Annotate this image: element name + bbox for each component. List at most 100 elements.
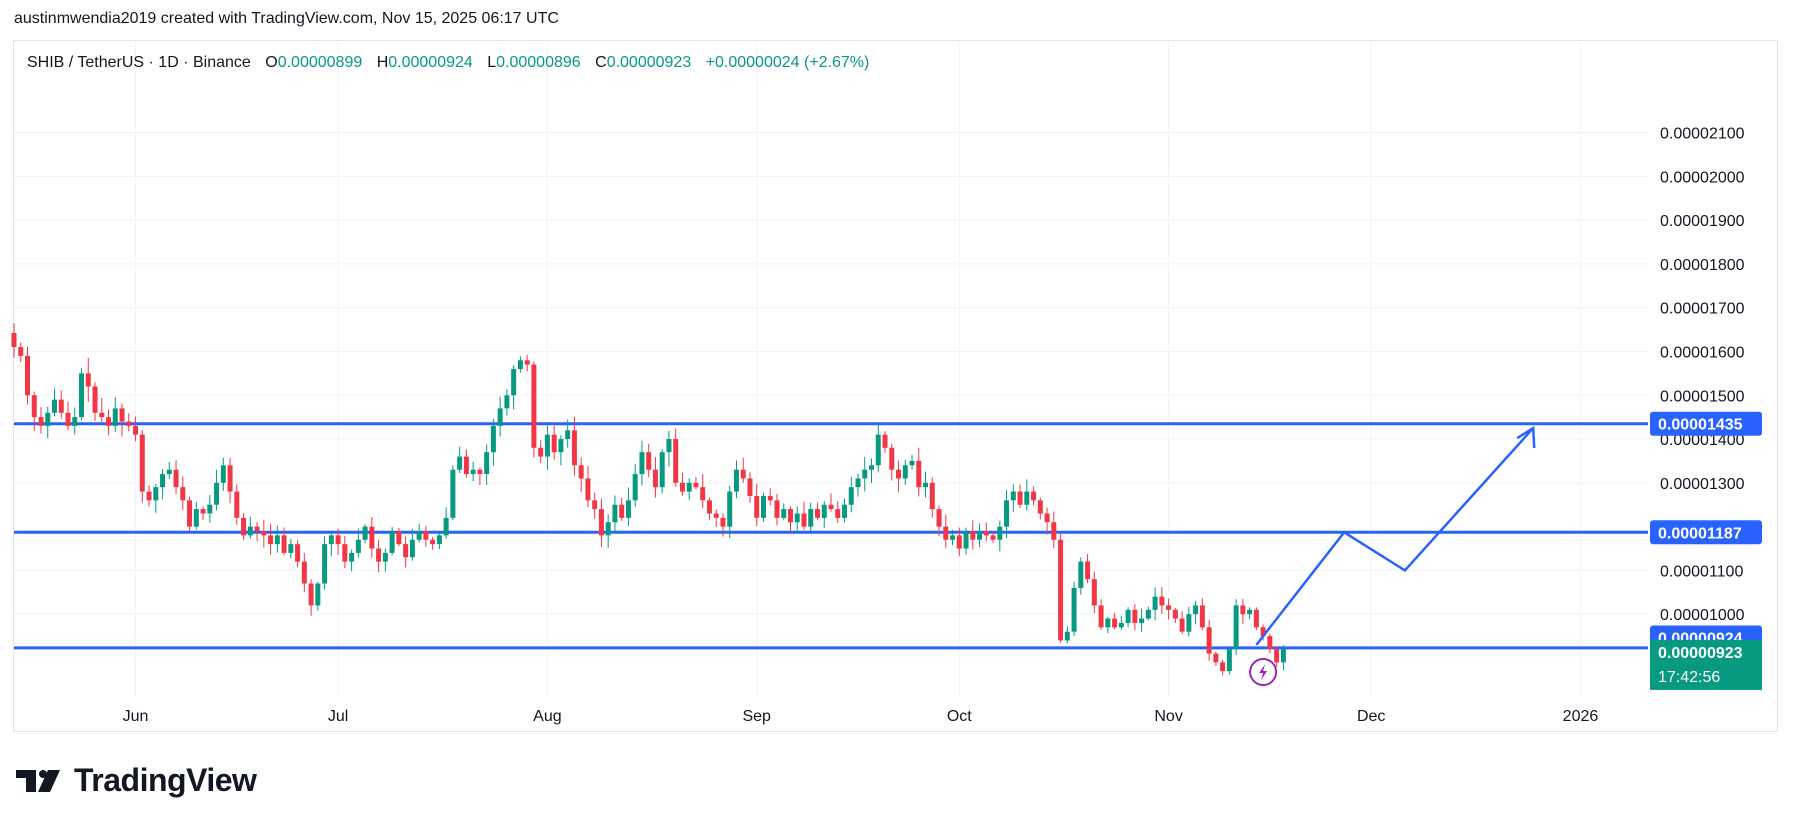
candle-body bbox=[808, 509, 814, 527]
candle-body bbox=[1179, 618, 1185, 632]
horizontal-levels bbox=[14, 422, 1648, 650]
change-value: +0.00000024 (+2.67%) bbox=[705, 54, 870, 71]
candle-body bbox=[504, 395, 510, 409]
candle-body bbox=[315, 583, 321, 606]
projection-path bbox=[1255, 425, 1536, 646]
candle-body bbox=[1260, 627, 1266, 637]
candle-body bbox=[1267, 636, 1273, 650]
tradingview-logo[interactable]: TradingView bbox=[16, 762, 257, 799]
candle-body bbox=[126, 421, 132, 426]
candle-body bbox=[1233, 605, 1239, 650]
candle-body bbox=[828, 504, 834, 510]
candle-body bbox=[1253, 609, 1259, 628]
candle-body bbox=[538, 447, 544, 457]
candle-body bbox=[1064, 631, 1070, 641]
candle-body bbox=[430, 539, 436, 545]
level-tag-bg bbox=[1650, 411, 1762, 436]
candle-body bbox=[153, 487, 159, 501]
candle-body bbox=[909, 460, 915, 466]
candle-body bbox=[247, 526, 253, 536]
close-label: C bbox=[595, 54, 607, 71]
candle-body bbox=[875, 434, 881, 466]
candle-body bbox=[727, 491, 733, 527]
candle-body bbox=[544, 434, 550, 457]
candle-body bbox=[342, 544, 348, 562]
candle-body bbox=[254, 526, 260, 531]
candle-body bbox=[396, 530, 402, 545]
candle-body bbox=[349, 552, 355, 562]
chart-frame bbox=[13, 40, 1778, 732]
candle-body bbox=[1132, 609, 1138, 623]
candle-body bbox=[923, 482, 929, 488]
candle-body bbox=[605, 522, 611, 536]
x-tick-label: Dec bbox=[1357, 708, 1385, 725]
candle-body bbox=[1274, 649, 1280, 663]
candle-body bbox=[896, 469, 902, 479]
candle-body bbox=[869, 465, 875, 470]
candle-body bbox=[416, 530, 422, 540]
x-tick-label: Nov bbox=[1154, 708, 1182, 725]
candle-body bbox=[207, 504, 213, 514]
candle-body bbox=[106, 417, 112, 426]
candle-body bbox=[842, 504, 848, 518]
candle-body bbox=[848, 487, 854, 505]
y-axis: 0.00002100 0.00002000 0.00001900 0.00001800… bbox=[1660, 126, 1745, 625]
candle-body bbox=[436, 535, 442, 545]
candle-body bbox=[882, 434, 888, 448]
candle-body bbox=[463, 456, 469, 475]
candle-body bbox=[814, 509, 820, 518]
candle-body bbox=[835, 509, 841, 518]
candle-body bbox=[139, 434, 145, 492]
candle-body bbox=[1017, 491, 1023, 505]
projection-arrowhead bbox=[1516, 425, 1536, 449]
candle-body bbox=[335, 535, 341, 545]
x-tick-label: Jun bbox=[123, 708, 149, 725]
candle-body bbox=[227, 465, 233, 492]
candle-body bbox=[369, 526, 375, 549]
candle-body bbox=[133, 425, 139, 435]
candle-body bbox=[362, 526, 368, 540]
candle-body bbox=[929, 482, 935, 510]
candle-body bbox=[477, 469, 483, 475]
low-value: 0.00000896 bbox=[496, 54, 581, 71]
candle-body bbox=[963, 530, 969, 549]
candle-body bbox=[1078, 561, 1084, 588]
level-tag: 0.00001187 bbox=[1658, 525, 1742, 542]
y-tick-label: 0.00001800 bbox=[1660, 257, 1745, 274]
candle-body bbox=[585, 478, 591, 501]
candle-body bbox=[180, 487, 186, 501]
candle-body bbox=[389, 530, 395, 553]
y-tick-label: 0.00002000 bbox=[1660, 169, 1745, 186]
candle-body bbox=[592, 500, 598, 510]
candle-body bbox=[119, 408, 125, 422]
tradingview-logo-text: TradingView bbox=[74, 762, 257, 798]
candle-body bbox=[1125, 609, 1131, 623]
candle-body bbox=[241, 517, 247, 536]
candle-body bbox=[686, 482, 692, 492]
candle-body bbox=[1112, 618, 1118, 628]
candle-body bbox=[1044, 513, 1050, 523]
candle-body bbox=[322, 544, 328, 584]
candle-body bbox=[443, 517, 449, 536]
open-value: 0.00000899 bbox=[277, 54, 363, 71]
candle-body bbox=[457, 456, 463, 470]
candle-body bbox=[146, 491, 152, 501]
candle-body bbox=[781, 509, 787, 518]
candle-body bbox=[646, 452, 652, 470]
grid-lines bbox=[14, 42, 1648, 697]
candle-body bbox=[733, 469, 739, 492]
candle-body bbox=[517, 360, 523, 369]
candle-body bbox=[612, 504, 618, 523]
candle-body bbox=[916, 460, 922, 488]
candle-body bbox=[1172, 609, 1178, 619]
candle-body bbox=[403, 544, 409, 558]
candle-body bbox=[754, 495, 760, 518]
candle-body bbox=[855, 478, 861, 488]
candle-body bbox=[308, 583, 314, 606]
candle-body bbox=[234, 491, 240, 518]
candle-body bbox=[200, 509, 206, 514]
candle-body bbox=[619, 504, 625, 518]
candle-body bbox=[92, 386, 98, 413]
candle-body bbox=[25, 355, 31, 396]
